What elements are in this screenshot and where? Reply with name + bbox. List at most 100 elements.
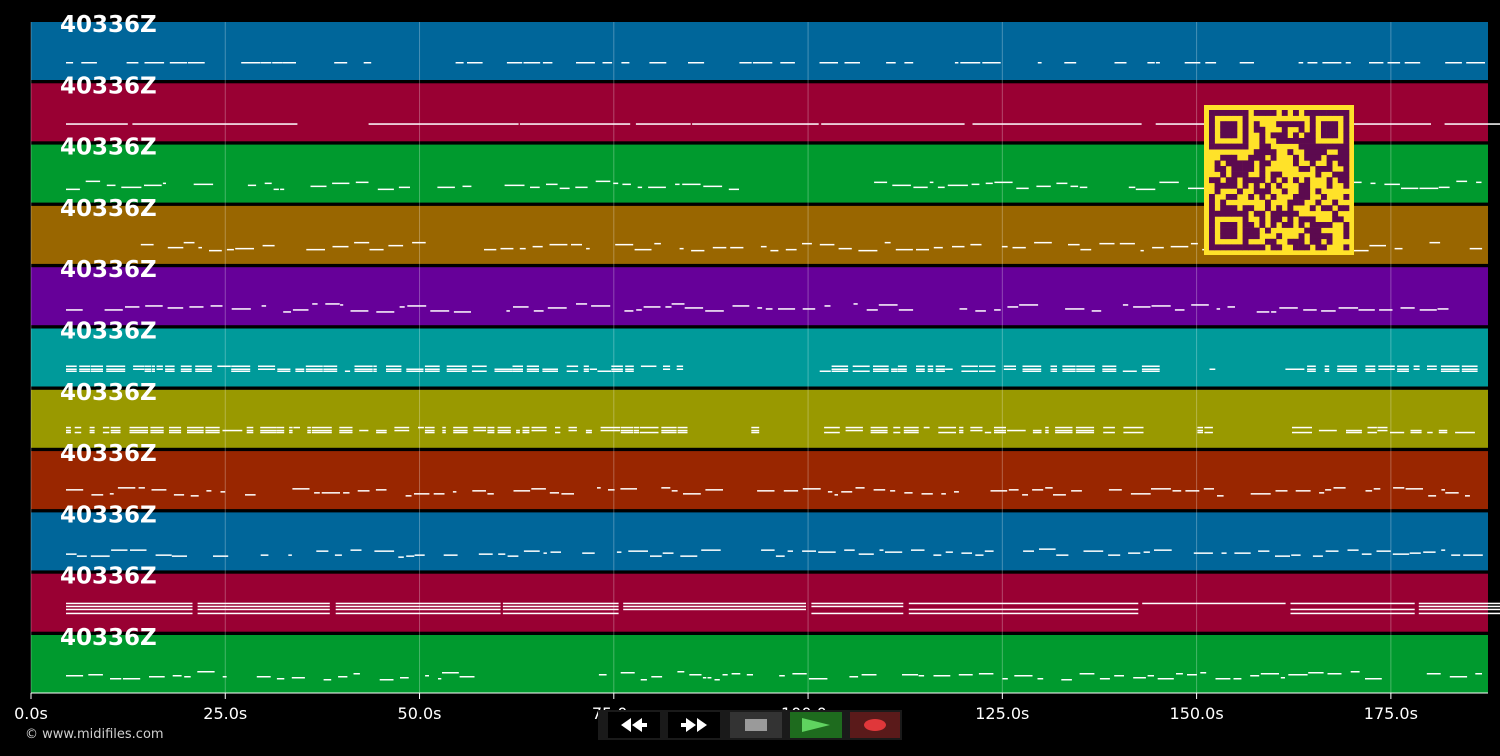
note	[498, 553, 506, 555]
note	[1002, 678, 1008, 680]
note	[761, 549, 775, 551]
note	[649, 62, 667, 64]
note	[1203, 488, 1214, 490]
note	[1365, 490, 1373, 492]
note	[1102, 368, 1117, 370]
note	[780, 62, 795, 64]
play-icon	[802, 718, 830, 732]
note	[1007, 306, 1019, 308]
note	[1324, 365, 1330, 367]
note	[471, 370, 487, 372]
note	[585, 429, 592, 432]
note	[1401, 187, 1419, 190]
note	[260, 554, 269, 556]
note	[424, 368, 440, 370]
note	[1147, 62, 1155, 64]
note	[1114, 675, 1124, 677]
note	[530, 186, 540, 189]
note	[121, 186, 142, 189]
note	[1003, 368, 1016, 370]
note	[332, 182, 350, 185]
note	[1154, 549, 1172, 551]
note	[633, 429, 639, 432]
note	[858, 249, 878, 252]
note	[66, 365, 77, 367]
note	[1233, 678, 1242, 680]
note	[663, 368, 671, 370]
note	[916, 370, 925, 372]
note	[1197, 431, 1203, 434]
note	[260, 431, 277, 434]
note	[824, 305, 831, 307]
note	[258, 365, 276, 367]
play-button[interactable]	[790, 712, 842, 738]
note	[1445, 62, 1462, 64]
note	[519, 123, 631, 125]
note	[1292, 431, 1312, 434]
note	[334, 554, 342, 556]
note	[625, 365, 634, 367]
note	[335, 602, 501, 605]
stop-button[interactable]	[730, 712, 782, 738]
note	[792, 673, 807, 675]
note	[635, 123, 691, 125]
note	[1217, 495, 1224, 497]
note	[260, 429, 277, 432]
note	[197, 671, 215, 673]
note	[870, 426, 888, 429]
note	[156, 365, 163, 367]
note	[1123, 426, 1144, 429]
note	[1367, 426, 1377, 429]
note	[66, 188, 80, 191]
note	[386, 370, 402, 372]
note	[760, 245, 767, 248]
note	[751, 426, 760, 429]
note	[144, 62, 165, 64]
note	[151, 368, 155, 370]
note	[132, 123, 298, 125]
note	[1456, 180, 1468, 183]
note	[355, 181, 369, 184]
rewind-button[interactable]	[608, 712, 660, 738]
note	[654, 242, 661, 245]
note	[542, 62, 553, 64]
note	[1271, 311, 1277, 313]
note	[1423, 551, 1436, 553]
note	[66, 612, 193, 615]
note	[66, 675, 84, 677]
note	[1444, 123, 1500, 125]
record-button[interactable]	[850, 712, 900, 738]
note	[692, 123, 819, 125]
note	[314, 492, 320, 494]
note	[377, 188, 394, 191]
note	[1056, 182, 1068, 185]
fast-forward-button[interactable]	[668, 712, 720, 738]
note	[1185, 490, 1200, 492]
note	[133, 368, 145, 370]
note	[316, 550, 329, 552]
note	[1065, 308, 1085, 310]
note	[1056, 554, 1069, 556]
note	[1036, 185, 1051, 188]
note	[110, 678, 122, 680]
note	[173, 494, 185, 496]
note	[526, 370, 539, 372]
note	[165, 368, 175, 370]
note	[970, 243, 982, 246]
note	[608, 489, 615, 491]
note	[676, 368, 684, 370]
note	[566, 370, 579, 372]
track-notes	[66, 62, 1485, 64]
note	[1369, 62, 1384, 64]
note	[1032, 489, 1044, 491]
note	[1071, 490, 1082, 492]
note	[1050, 365, 1057, 367]
note	[258, 368, 276, 370]
note	[897, 370, 907, 372]
note	[684, 307, 704, 309]
note	[613, 182, 619, 185]
note	[502, 608, 619, 611]
note	[634, 248, 652, 251]
note	[1377, 429, 1388, 432]
note	[1327, 673, 1342, 675]
